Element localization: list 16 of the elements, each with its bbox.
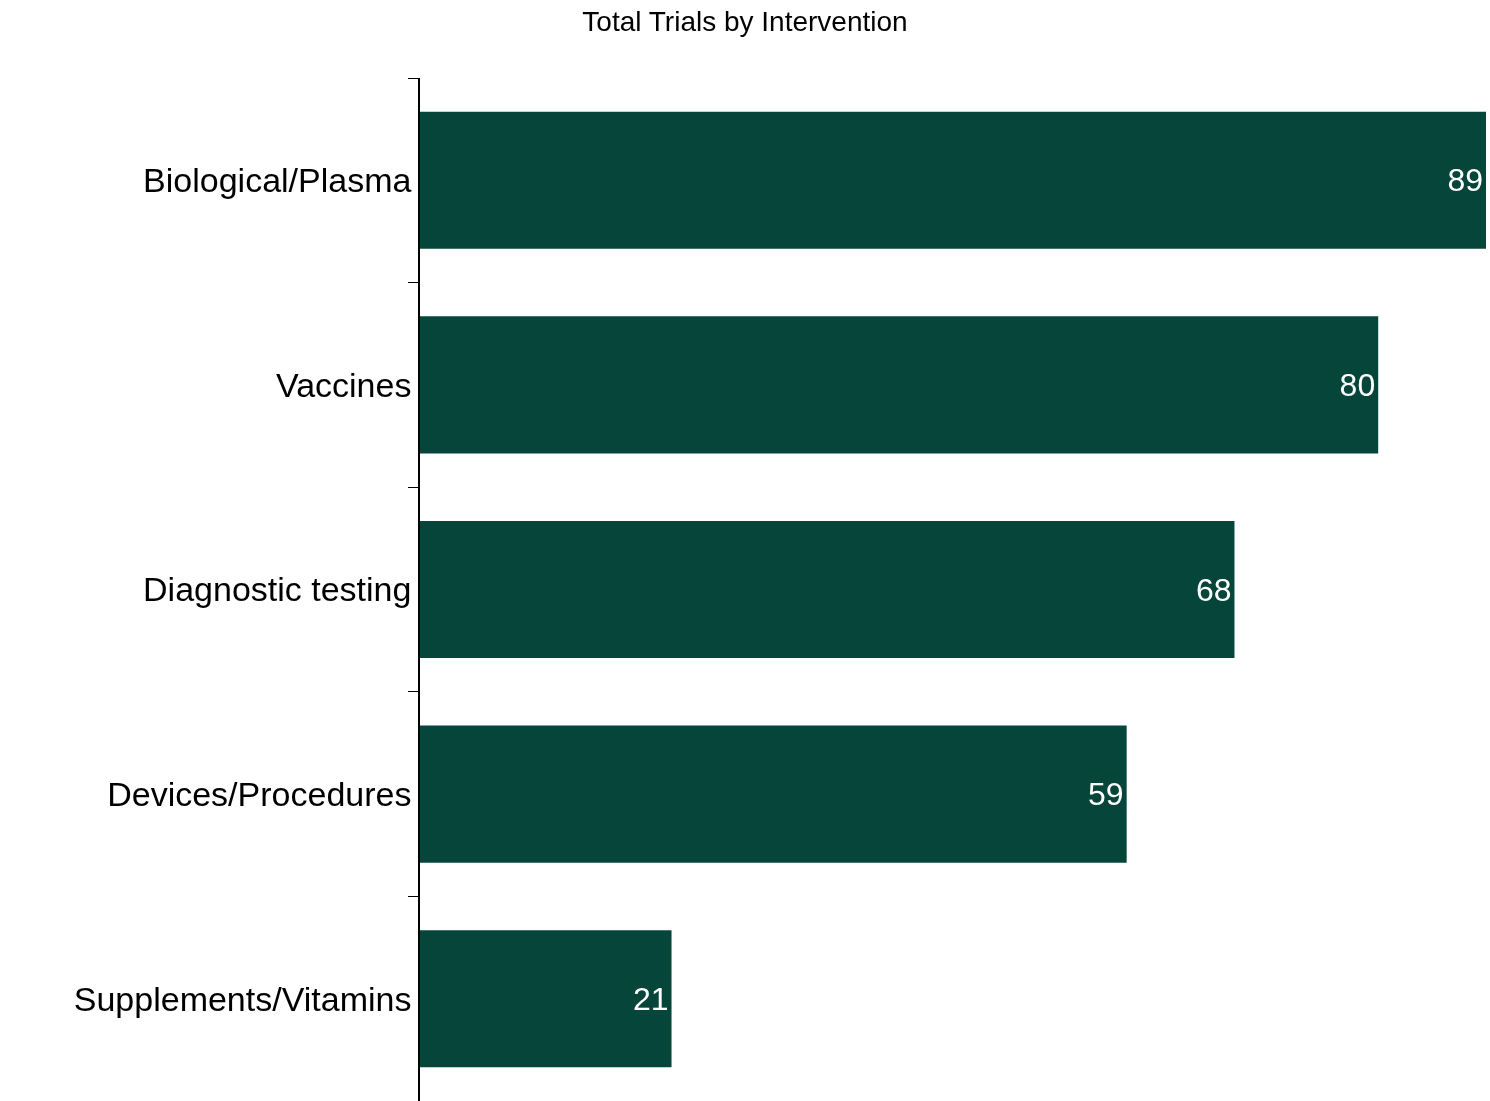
- chart-title: Total Trials by Intervention: [582, 5, 908, 37]
- data-label: 80: [1339, 366, 1376, 403]
- data-label: 89: [1447, 162, 1483, 199]
- y-tick-label: Devices/Procedures: [107, 775, 412, 813]
- y-tick-label: Supplements/Vitamins: [73, 979, 412, 1018]
- y-tick-label: Vaccines: [276, 365, 412, 404]
- y-tick-label: Diagnostic testing: [143, 570, 412, 609]
- bar: [420, 520, 1235, 659]
- bar: [420, 316, 1379, 454]
- bar: [420, 930, 672, 1068]
- data-label: 68: [1195, 571, 1232, 608]
- data-label: 59: [1088, 776, 1124, 813]
- data-label: 21: [632, 980, 669, 1017]
- bar: [420, 111, 1486, 249]
- y-tick-label: Biological/Plasma: [143, 161, 412, 200]
- bar: [420, 725, 1127, 863]
